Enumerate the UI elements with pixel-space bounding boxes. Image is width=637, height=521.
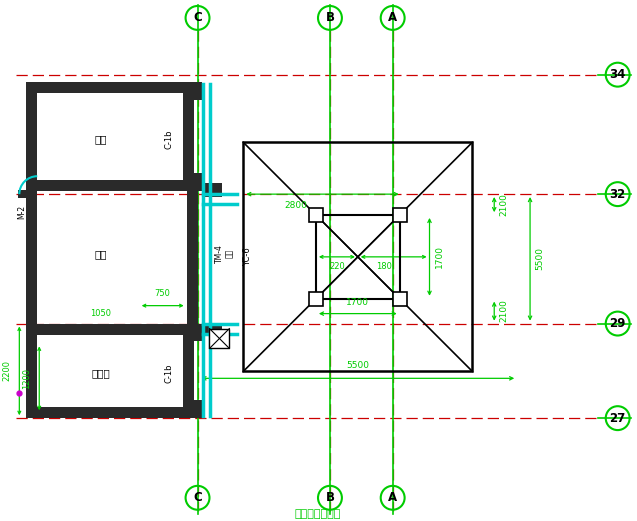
Bar [26, 82, 194, 93]
Bar [26, 407, 203, 418]
Bar [201, 324, 222, 334]
Text: A: A [388, 11, 397, 24]
Text: 2100: 2100 [499, 193, 508, 216]
Bar [18, 190, 26, 198]
Bar [183, 82, 194, 191]
Text: C: C [193, 11, 202, 24]
Bar [26, 324, 194, 334]
Text: 1700: 1700 [434, 245, 443, 268]
Bar [183, 324, 194, 418]
Bar [309, 208, 323, 222]
Text: 1200: 1200 [22, 368, 31, 389]
Text: 220: 220 [329, 262, 345, 271]
Bar [26, 407, 194, 418]
Text: 180: 180 [376, 262, 392, 271]
Text: 塔吊平面布置图: 塔吊平面布置图 [295, 508, 341, 519]
Text: 1050: 1050 [90, 309, 111, 318]
Text: TM-4: TM-4 [215, 244, 224, 263]
Text: 5500: 5500 [535, 247, 544, 270]
Text: 厨房: 厨房 [95, 134, 107, 144]
Bar [187, 400, 201, 418]
Bar [187, 173, 201, 191]
Bar [26, 324, 37, 418]
Text: M-2: M-2 [17, 205, 26, 219]
Bar [26, 191, 37, 324]
Text: 2200: 2200 [3, 360, 11, 381]
Text: C: C [193, 491, 202, 504]
Text: 阳台: 阳台 [225, 249, 234, 258]
Text: B: B [326, 11, 334, 24]
Bar [392, 292, 406, 306]
Text: 客厅: 客厅 [95, 249, 107, 259]
Bar [187, 324, 201, 341]
Text: 27: 27 [610, 412, 626, 425]
Text: B: B [326, 491, 334, 504]
Text: 32: 32 [610, 188, 626, 201]
Text: 750: 750 [155, 289, 171, 297]
Text: YC-6: YC-6 [243, 247, 252, 266]
Bar [187, 191, 197, 324]
Text: 34: 34 [610, 68, 626, 81]
Bar [26, 180, 194, 191]
Bar [392, 208, 406, 222]
Bar [316, 215, 399, 299]
Bar [392, 208, 406, 222]
Bar [392, 292, 406, 306]
Text: C-1b: C-1b [164, 130, 173, 149]
Text: 2800: 2800 [285, 201, 308, 210]
Text: 1700: 1700 [347, 297, 369, 307]
Text: 29: 29 [610, 317, 626, 330]
Bar [309, 292, 323, 306]
Text: C-1b: C-1b [164, 364, 173, 383]
Bar [26, 82, 37, 191]
Text: 2100: 2100 [499, 299, 508, 322]
Bar [243, 142, 472, 371]
Text: 5500: 5500 [347, 362, 369, 370]
Bar [201, 183, 222, 197]
Text: A: A [388, 491, 397, 504]
Bar [309, 208, 323, 222]
Bar [210, 329, 229, 349]
Bar [187, 82, 201, 100]
Bar [210, 329, 229, 349]
Bar [309, 292, 323, 306]
Text: 主卧室: 主卧室 [92, 368, 110, 378]
